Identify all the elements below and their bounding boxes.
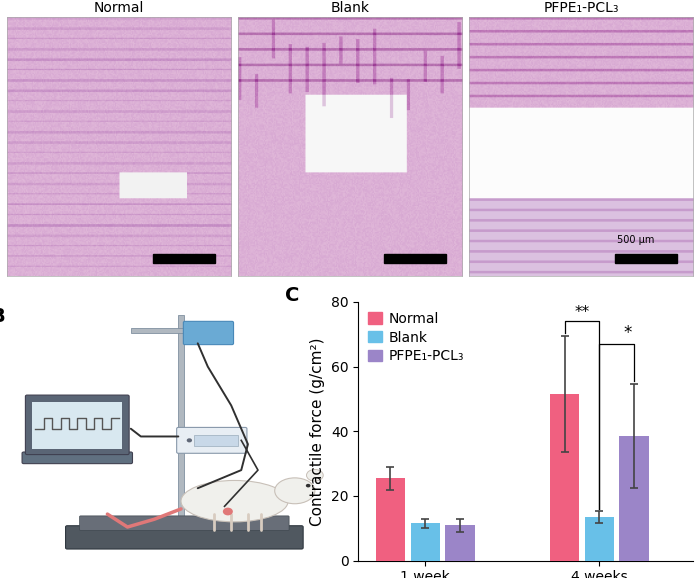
- FancyBboxPatch shape: [80, 516, 289, 531]
- Title: Normal: Normal: [94, 1, 144, 15]
- Legend: Normal, Blank, PFPE₁-PCL₃: Normal, Blank, PFPE₁-PCL₃: [365, 309, 467, 366]
- FancyBboxPatch shape: [176, 427, 247, 453]
- Title: Blank: Blank: [330, 1, 370, 15]
- Bar: [411, 524, 440, 561]
- Ellipse shape: [274, 478, 315, 504]
- Bar: [195, 435, 238, 446]
- Circle shape: [223, 507, 233, 516]
- Circle shape: [187, 438, 192, 442]
- FancyBboxPatch shape: [25, 395, 129, 454]
- Text: B: B: [0, 307, 5, 326]
- Bar: [153, 254, 216, 263]
- FancyBboxPatch shape: [22, 452, 132, 464]
- Bar: [384, 254, 447, 263]
- Text: *: *: [623, 324, 631, 342]
- Bar: [584, 517, 614, 561]
- Ellipse shape: [181, 480, 288, 522]
- FancyBboxPatch shape: [66, 526, 303, 549]
- Title: PFPE₁-PCL₃: PFPE₁-PCL₃: [543, 1, 619, 15]
- FancyBboxPatch shape: [183, 321, 234, 344]
- Bar: [32, 402, 122, 450]
- Bar: [376, 478, 405, 561]
- Text: C: C: [285, 287, 299, 305]
- Circle shape: [306, 484, 311, 487]
- Bar: [620, 436, 649, 561]
- Text: 500 μm: 500 μm: [617, 235, 655, 245]
- Bar: [131, 328, 204, 333]
- Text: **: **: [574, 305, 589, 320]
- Bar: [615, 254, 678, 263]
- Bar: [178, 315, 184, 535]
- Bar: [445, 525, 475, 561]
- Bar: [550, 394, 579, 561]
- Y-axis label: Contractile force (g/cm²): Contractile force (g/cm²): [311, 337, 326, 525]
- Ellipse shape: [307, 469, 323, 481]
